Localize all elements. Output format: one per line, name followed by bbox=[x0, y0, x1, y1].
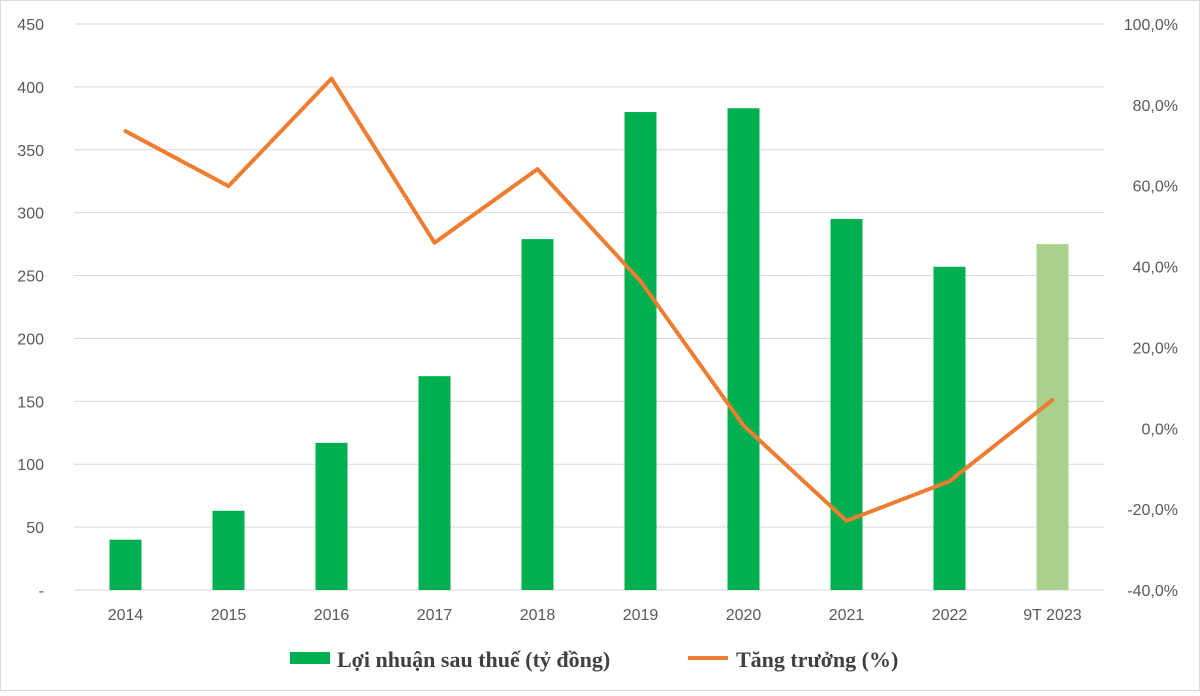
left-axis-tick-label: 250 bbox=[17, 269, 44, 286]
x-axis-tick-label: 2018 bbox=[520, 607, 556, 624]
x-axis-tick-label: 2021 bbox=[829, 607, 865, 624]
x-axis-tick-label: 2022 bbox=[932, 607, 968, 624]
left-axis-tick-label: 300 bbox=[17, 206, 44, 223]
x-axis-tick-label: 2014 bbox=[108, 607, 144, 624]
left-axis-tick-label: 100 bbox=[17, 457, 44, 474]
bar bbox=[316, 443, 348, 590]
right-axis-tick-label: 80,0% bbox=[1133, 98, 1178, 115]
x-axis-tick-label: 2015 bbox=[211, 607, 247, 624]
legend: Lợi nhuận sau thuế (tỷ đồng) Tăng trưởng… bbox=[290, 647, 898, 672]
legend-swatch-bar bbox=[290, 652, 330, 664]
bar bbox=[419, 376, 451, 590]
right-axis-tick-label: -40,0% bbox=[1127, 583, 1178, 600]
x-axis-tick-label: 2017 bbox=[417, 607, 453, 624]
x-axis-tick-label: 2019 bbox=[623, 607, 659, 624]
legend-label-bar: Lợi nhuận sau thuế (tỷ đồng) bbox=[337, 647, 610, 672]
right-axis-tick-label: 20,0% bbox=[1133, 340, 1178, 357]
left-axis-tick-label: 200 bbox=[17, 331, 44, 348]
left-axis-tick-label: 400 bbox=[17, 80, 44, 97]
bar bbox=[934, 267, 966, 590]
right-axis-tick-label: 100,0% bbox=[1124, 17, 1178, 34]
left-axis-tick-label: 150 bbox=[17, 394, 44, 411]
left-axis-tick-label: 450 bbox=[17, 17, 44, 34]
bar bbox=[522, 239, 554, 590]
right-axis-tick-label: 0,0% bbox=[1142, 421, 1178, 438]
bar bbox=[831, 219, 863, 590]
bar bbox=[625, 112, 657, 590]
left-axis-tick-label: 350 bbox=[17, 143, 44, 160]
left-axis-tick-label: 50 bbox=[26, 520, 44, 537]
right-axis-tick-label: 60,0% bbox=[1133, 179, 1178, 196]
x-axis-tick-label: 2020 bbox=[726, 607, 762, 624]
bar bbox=[1037, 244, 1069, 590]
x-axis-tick-label: 2016 bbox=[314, 607, 350, 624]
bar bbox=[728, 108, 760, 590]
left-axis-tick-label: - bbox=[39, 583, 44, 600]
right-axis-tick-label: -20,0% bbox=[1127, 502, 1178, 519]
bar bbox=[110, 540, 142, 590]
x-axis-tick-label: 9T 2023 bbox=[1023, 607, 1082, 624]
legend-label-line: Tăng trưởng (%) bbox=[736, 647, 898, 672]
bar bbox=[213, 511, 245, 590]
right-axis-tick-label: 40,0% bbox=[1133, 260, 1178, 277]
